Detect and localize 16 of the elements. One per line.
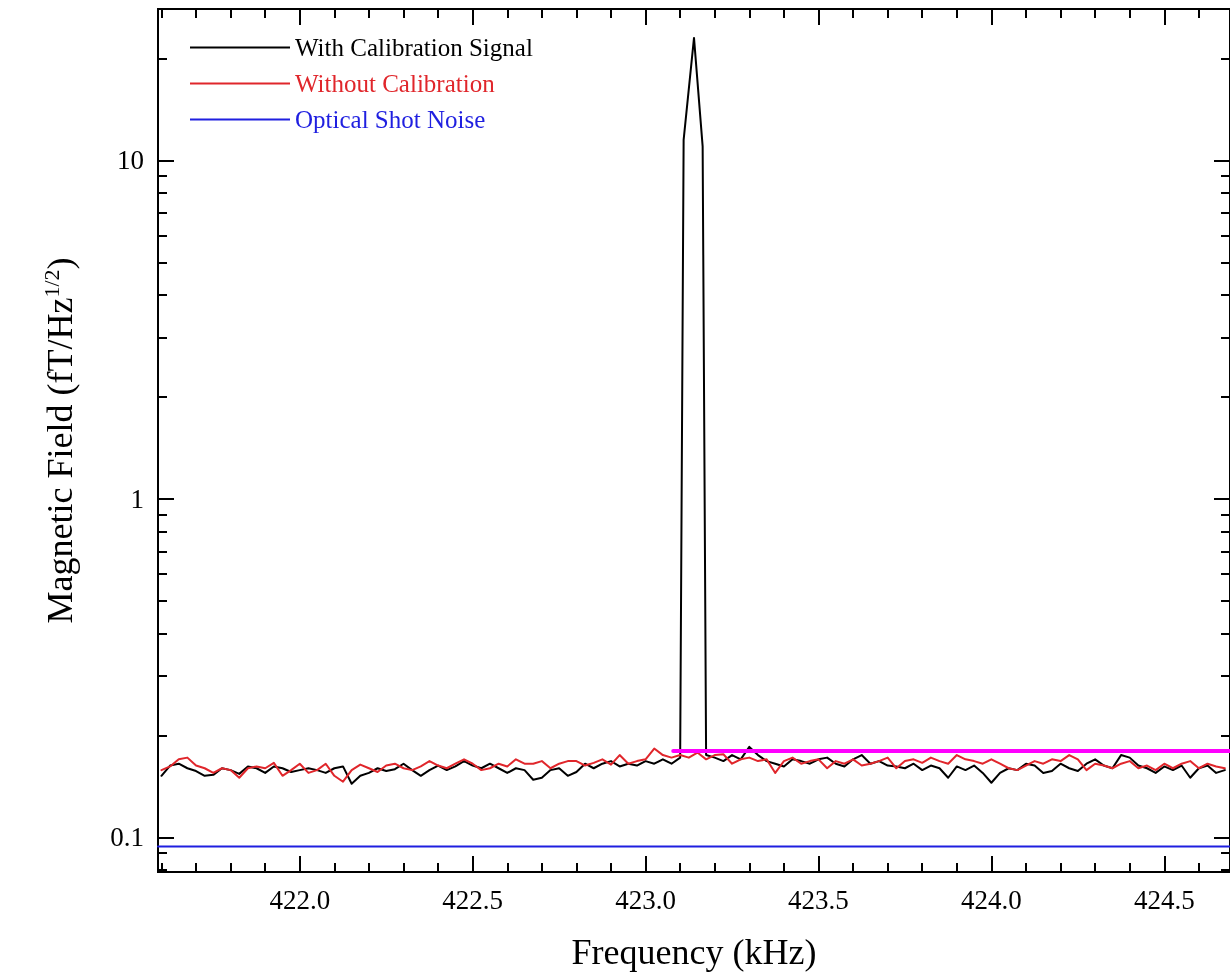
x-tick-label: 422.5: [442, 884, 504, 915]
x-tick-label: 422.0: [269, 884, 331, 915]
line-series: [160, 747, 1226, 783]
x-tick-label: 424.0: [961, 884, 1022, 915]
line-series: [160, 36, 1226, 785]
x-tick-label: 423.5: [788, 884, 849, 915]
y-tick-label: 10: [117, 145, 144, 176]
x-tick-label: 423.0: [615, 884, 676, 915]
legend-label: With Calibration Signal: [295, 34, 533, 61]
legend-label: Without Calibration: [295, 70, 496, 97]
x-tick-label: 424.5: [1133, 884, 1195, 915]
legend-label: Optical Shot Noise: [295, 106, 486, 133]
y-tick-label: 1: [130, 483, 144, 514]
y-axis-title: Magnetic Field (fT/Hz1/2): [38, 257, 80, 624]
y-tick-label: 0.1: [110, 822, 144, 853]
x-axis-title: Frequency (kHz): [571, 932, 817, 972]
